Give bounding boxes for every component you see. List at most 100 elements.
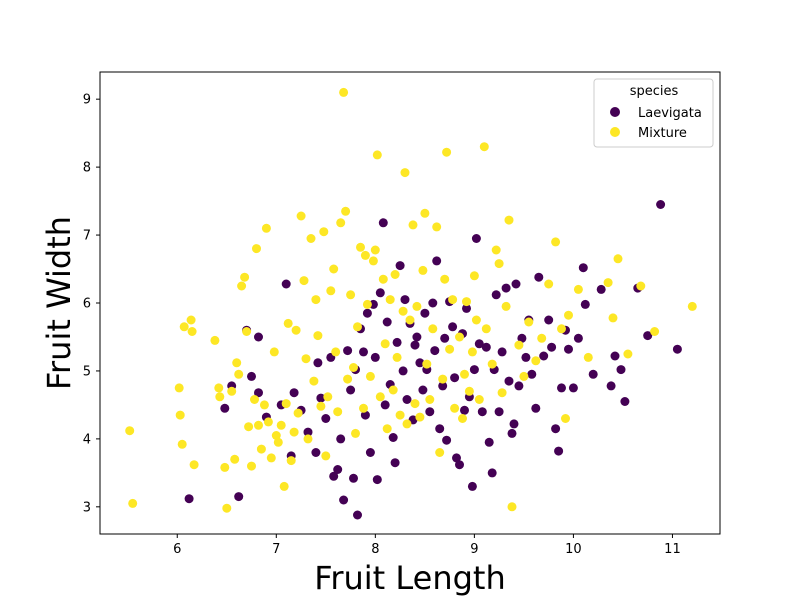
data-point-mixture — [435, 448, 445, 457]
data-point-laevigata — [220, 403, 230, 413]
data-point-mixture — [273, 437, 283, 447]
data-point-mixture — [368, 256, 378, 266]
data-point-mixture — [261, 223, 271, 233]
data-point-mixture — [450, 403, 460, 413]
data-point-laevigata — [254, 388, 263, 398]
data-point-mixture — [428, 324, 438, 334]
data-point-mixture — [259, 400, 269, 410]
data-point-laevigata — [329, 471, 339, 481]
data-point-mixture — [603, 278, 613, 288]
data-point-mixture — [281, 399, 291, 409]
data-point-mixture — [524, 317, 534, 327]
data-point-mixture — [247, 461, 256, 471]
data-point-mixture — [349, 363, 358, 372]
data-point-laevigata — [336, 434, 346, 444]
data-point-mixture — [250, 395, 259, 404]
y-tick-label: 7 — [83, 229, 91, 244]
data-point-mixture — [467, 347, 477, 357]
data-point-laevigata — [184, 494, 194, 504]
data-point-mixture — [359, 403, 368, 413]
data-point-laevigata — [511, 279, 521, 289]
y-tick-label: 9 — [83, 93, 91, 108]
data-point-laevigata — [557, 383, 566, 393]
data-point-laevigata — [343, 346, 353, 356]
data-point-laevigata — [467, 481, 477, 491]
data-point-mixture — [415, 412, 425, 422]
data-point-laevigata — [573, 333, 583, 343]
data-point-laevigata — [471, 234, 481, 243]
data-point-mixture — [356, 242, 365, 252]
data-point-laevigata — [460, 405, 469, 415]
data-point-laevigata — [656, 200, 666, 209]
data-point-laevigata — [346, 385, 356, 395]
data-point-mixture — [187, 327, 197, 336]
data-point-mixture — [375, 392, 385, 402]
data-point-mixture — [400, 168, 410, 178]
data-point-mixture — [316, 401, 326, 411]
data-point-laevigata — [303, 427, 313, 437]
data-point-mixture — [234, 369, 244, 379]
data-point-mixture — [177, 439, 187, 449]
data-point-mixture — [210, 335, 220, 345]
data-point-laevigata — [514, 381, 524, 391]
data-point-mixture — [125, 426, 135, 436]
data-point-laevigata — [455, 460, 464, 470]
data-point-laevigata — [517, 333, 527, 343]
data-point-laevigata — [382, 317, 392, 327]
data-point-mixture — [557, 324, 566, 334]
legend-label-mixture: Mixture — [638, 126, 687, 141]
data-point-mixture — [385, 295, 395, 305]
data-point-laevigata — [450, 373, 460, 383]
data-point-mixture — [269, 347, 279, 357]
data-point-laevigata — [378, 218, 388, 228]
data-point-mixture — [222, 503, 232, 513]
data-point-laevigata — [398, 366, 408, 376]
data-point-laevigata — [390, 458, 400, 468]
data-point-mixture — [179, 322, 189, 332]
data-point-mixture — [311, 295, 321, 305]
data-point-mixture — [333, 407, 343, 417]
y-axis-ticks: 3 4 5 6 7 8 9 — [83, 93, 100, 515]
data-point-mixture — [537, 333, 547, 343]
data-point-mixture — [326, 286, 336, 296]
data-point-laevigata — [435, 424, 445, 434]
data-point-mixture — [504, 215, 514, 225]
legend-label-laevigata: Laevigata — [638, 106, 702, 121]
data-point-laevigata — [580, 299, 590, 309]
data-point-mixture — [514, 340, 524, 350]
data-point-laevigata — [551, 424, 561, 434]
data-point-laevigata — [509, 419, 519, 429]
data-point-mixture — [346, 290, 356, 300]
data-point-laevigata — [321, 414, 331, 423]
data-point-mixture — [232, 358, 242, 368]
y-tick-label: 6 — [83, 297, 91, 312]
data-point-mixture — [507, 502, 517, 512]
data-point-mixture — [380, 339, 390, 349]
data-point-mixture — [687, 301, 697, 311]
data-point-laevigata — [415, 358, 425, 368]
data-point-mixture — [252, 244, 261, 254]
data-point-laevigata — [430, 346, 440, 356]
data-point-mixture — [289, 427, 299, 437]
data-point-laevigata — [333, 465, 343, 474]
data-point-mixture — [189, 460, 199, 470]
data-point-mixture — [460, 369, 469, 379]
data-point-mixture — [531, 356, 541, 366]
data-point-mixture — [283, 318, 293, 328]
data-point-laevigata — [494, 407, 504, 417]
data-point-laevigata — [313, 358, 323, 368]
data-point-laevigata — [375, 288, 385, 298]
data-point-mixture — [497, 388, 507, 398]
data-point-mixture — [455, 332, 464, 342]
data-point-mixture — [422, 359, 432, 369]
data-point-mixture — [370, 245, 380, 255]
data-point-laevigata — [438, 381, 448, 391]
data-point-laevigata — [547, 342, 557, 352]
data-point-mixture — [313, 331, 323, 341]
data-point-mixture — [336, 218, 346, 228]
data-point-laevigata — [339, 495, 349, 505]
legend: species Laevigata Mixture — [593, 78, 714, 148]
data-point-mixture — [215, 392, 225, 402]
data-point-mixture — [186, 315, 196, 325]
data-point-mixture — [390, 270, 400, 279]
